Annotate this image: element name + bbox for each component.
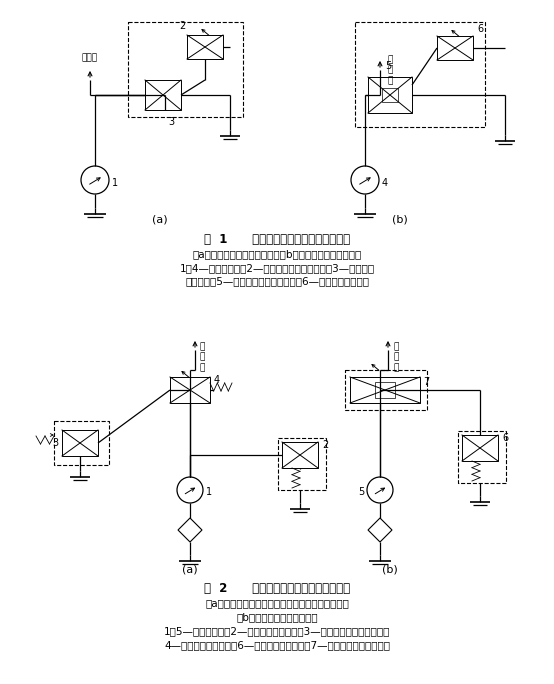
Bar — [187, 35, 223, 59]
Polygon shape — [368, 518, 392, 542]
Text: 4: 4 — [382, 178, 388, 188]
Circle shape — [81, 166, 109, 194]
Text: 至
系
统: 至 系 统 — [387, 55, 392, 85]
Text: (a): (a) — [182, 565, 198, 575]
Bar — [368, 77, 412, 113]
Bar — [375, 382, 395, 398]
Text: 2: 2 — [179, 21, 185, 31]
Text: 至
系
统: 至 系 统 — [393, 342, 398, 372]
Text: 式溢流阀；5—先导式电液比例溢流阀；6—传统直动式溢流阀: 式溢流阀；5—先导式电液比例溢流阀；6—传统直动式溢流阀 — [185, 276, 369, 286]
Bar — [355, 22, 485, 127]
Bar — [62, 430, 98, 456]
Text: （b）采用先导式比例减压阀: （b）采用先导式比例减压阀 — [236, 612, 318, 622]
Text: (a): (a) — [152, 215, 168, 225]
Text: 至系统: 至系统 — [82, 53, 98, 62]
Polygon shape — [178, 518, 202, 542]
Text: 3: 3 — [52, 438, 58, 448]
Bar — [345, 370, 427, 410]
Text: (b): (b) — [382, 565, 398, 575]
Bar — [145, 80, 181, 110]
Bar — [382, 88, 398, 102]
Text: 1: 1 — [206, 487, 212, 497]
Bar — [128, 22, 243, 117]
Text: 图  2      电液比例减压阀的比例减压回路: 图 2 电液比例减压阀的比例减压回路 — [204, 582, 350, 595]
Text: 5: 5 — [385, 61, 391, 71]
Bar — [282, 442, 318, 468]
Text: 至
系
统: 至 系 统 — [200, 342, 206, 372]
Text: 1: 1 — [112, 178, 118, 188]
Circle shape — [351, 166, 379, 194]
Text: (b): (b) — [392, 215, 408, 225]
Circle shape — [177, 477, 203, 503]
Text: 5: 5 — [358, 487, 364, 497]
Circle shape — [367, 477, 393, 503]
Text: 1、5—定量液压泵；2—传统先导式溢流阀；3—直动式电液比例压力阀；: 1、5—定量液压泵；2—传统先导式溢流阀；3—直动式电液比例压力阀； — [164, 626, 390, 636]
Bar — [462, 435, 498, 461]
Text: 图  1      电液比例溢流阀的比例调压回路: 图 1 电液比例溢流阀的比例调压回路 — [204, 233, 350, 246]
Bar — [458, 431, 506, 483]
Text: 4: 4 — [214, 375, 220, 385]
Text: 4—传统先导式减压阀；6—传统直动式溢流阀；7—先导式电液比例减压阀: 4—传统先导式减压阀；6—传统直动式溢流阀；7—先导式电液比例减压阀 — [164, 640, 390, 650]
Text: （a）采用传统先导式减压阀和直动式比例压力阀；: （a）采用传统先导式减压阀和直动式比例压力阀； — [205, 598, 349, 608]
Bar — [350, 377, 420, 403]
Bar — [54, 421, 109, 465]
Text: 6: 6 — [502, 433, 508, 443]
Text: 3: 3 — [168, 117, 174, 127]
Text: 2: 2 — [322, 440, 329, 450]
Bar — [278, 438, 326, 490]
Text: （a）采用直动式比例压力阀；（b）采用先导式比例溢流阀: （a）采用直动式比例压力阀；（b）采用先导式比例溢流阀 — [192, 249, 362, 259]
Text: 6: 6 — [477, 24, 483, 34]
Bar — [170, 377, 210, 403]
Text: 7: 7 — [423, 377, 429, 387]
Text: 1、4—定量液压泵；2—直动式电液比例溢流阀；3—传统先导: 1、4—定量液压泵；2—直动式电液比例溢流阀；3—传统先导 — [179, 263, 375, 273]
Bar — [437, 36, 473, 60]
